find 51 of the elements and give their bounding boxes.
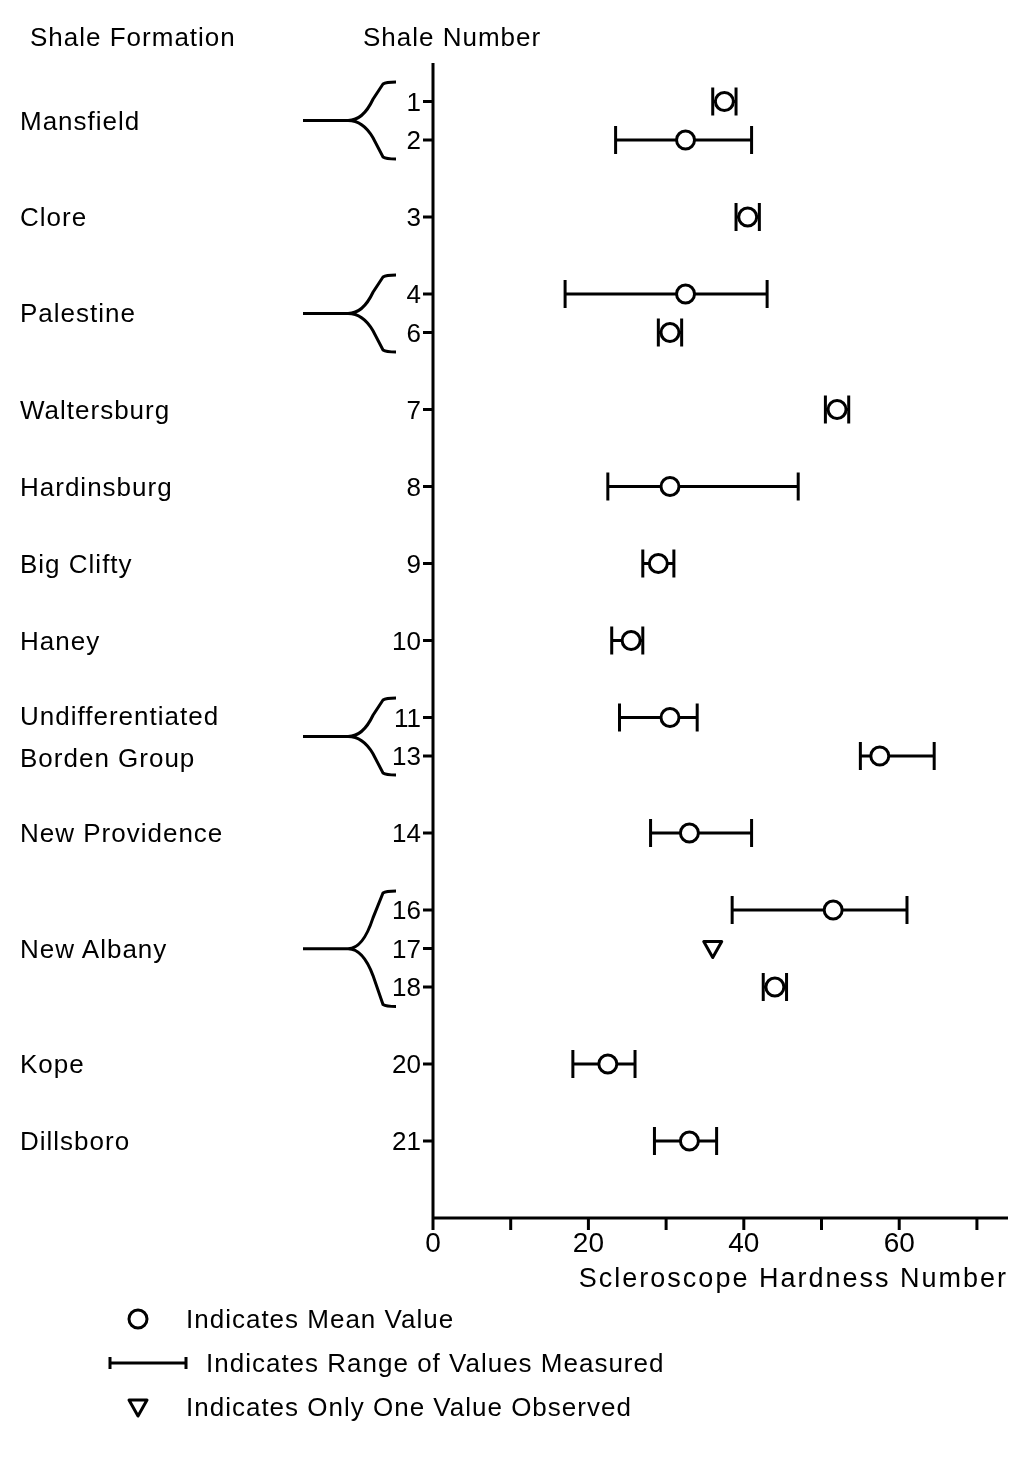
y-tick-label: 17 <box>392 933 421 964</box>
text: Waltersburg <box>20 393 172 427</box>
text: Dillsboro <box>20 1125 132 1158</box>
y-tick-label: 16 <box>392 895 421 926</box>
x-axis-title: Scleroscope Hardness Number <box>578 1263 1008 1294</box>
y-tick-label: 6 <box>406 317 421 348</box>
y-tick-label: 2 <box>406 125 421 156</box>
point <box>678 1130 700 1152</box>
text: New Albany <box>20 932 169 966</box>
text: Big Clifty <box>20 547 134 581</box>
legend-label: Indicates Mean Value <box>186 1303 455 1335</box>
x-tick-label: 0 <box>425 1226 441 1258</box>
text: Kope <box>20 1048 86 1081</box>
text: Haney <box>20 624 102 658</box>
y-tick-label: 3 <box>406 202 421 233</box>
y-tick-label: 11 <box>394 702 421 733</box>
point <box>822 899 844 921</box>
y-tick-label: 4 <box>406 279 421 310</box>
y-tick-label: 9 <box>406 548 421 579</box>
y-tick-label: 21 <box>392 1126 421 1157</box>
legend-label: Indicates Only One Value Observed <box>186 1391 632 1423</box>
text: Shale Formation <box>30 22 236 53</box>
text: Palestine <box>20 297 137 331</box>
point <box>869 745 891 767</box>
point <box>647 553 669 574</box>
x-tick-label: 60 <box>883 1226 915 1258</box>
point <box>659 476 681 497</box>
y-tick-label: 10 <box>392 625 421 656</box>
y-tick-label: 1 <box>406 86 421 117</box>
point <box>675 129 697 151</box>
text: Undifferentiated Borden Group <box>20 699 221 775</box>
text: New Providence <box>20 817 225 850</box>
point <box>675 283 697 305</box>
text: Hardinsburg <box>20 470 174 504</box>
y-tick-label: 7 <box>406 394 421 425</box>
x-tick-label: 20 <box>572 1226 604 1258</box>
point <box>659 707 681 728</box>
point <box>702 940 724 959</box>
text: Clore <box>20 201 89 234</box>
point <box>597 1053 619 1075</box>
y-tick-label: 20 <box>392 1049 421 1080</box>
y-axis-title: Shale Number <box>363 22 542 53</box>
y-tick-label: 8 <box>406 471 421 502</box>
text: Indicates Range of Values Measured <box>206 1347 665 1379</box>
text: Mansfield <box>20 104 142 138</box>
y-tick-label: 14 <box>392 818 421 849</box>
y-tick-label: 13 <box>392 741 421 772</box>
point <box>678 822 700 844</box>
x-tick-label: 40 <box>728 1226 760 1258</box>
y-tick-label: 18 <box>392 972 421 1003</box>
point <box>620 630 642 651</box>
